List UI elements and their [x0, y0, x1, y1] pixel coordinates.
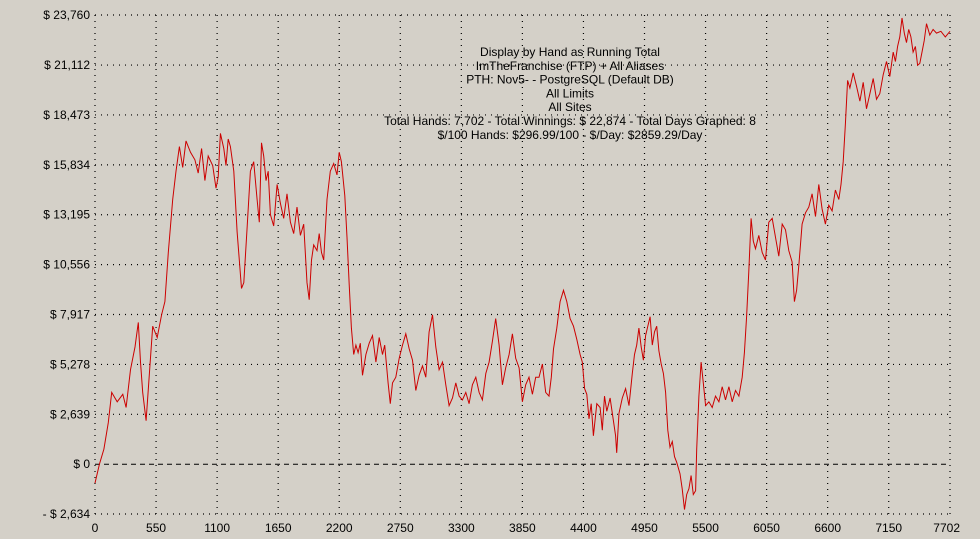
x-tick-label: 3850	[509, 521, 536, 535]
info-line: ImTheFranchise (FTP) + All Aliases	[476, 59, 664, 73]
x-tick-label: 1650	[265, 521, 292, 535]
y-tick-label: $ 5,278	[50, 357, 90, 371]
x-tick-label: 7702	[933, 521, 960, 535]
x-tick-label: 4400	[570, 521, 597, 535]
x-axis: 0 550 1100 1650 2200 2750 3300 3850 4400 4950 5500…	[92, 521, 961, 535]
y-tick-label: $ 0	[73, 457, 90, 471]
info-line: All Limits	[546, 86, 594, 100]
y-tick-label: $ 7,917	[50, 308, 90, 322]
y-axis: - $ 2,634 $ 0 $ 2,639 $ 5,278 $ 7,917 $ 10,55…	[43, 8, 91, 521]
x-tick-label: 550	[146, 521, 166, 535]
y-tick-label: $ 2,639	[50, 407, 90, 421]
x-tick-label: 3300	[448, 521, 475, 535]
info-line: Total Hands: 7,702 - Total Winnings: $ 2…	[384, 114, 756, 128]
y-tick-label: $ 23,760	[43, 8, 90, 22]
y-tick-label: $ 18,473	[43, 108, 90, 122]
y-tick-label: $ 10,556	[43, 258, 90, 272]
info-line: $/100 Hands: $296.99/100 - $/Day: $2859.…	[438, 128, 703, 142]
x-tick-label: 2200	[326, 521, 353, 535]
y-tick-label: $ 21,112	[44, 58, 90, 72]
x-tick-label: 4950	[631, 521, 658, 535]
info-line: PTH: Nov5- - PostgreSQL (Default DB)	[466, 73, 674, 87]
chart-info-box: Display by Hand as Running TotalImTheFra…	[384, 45, 756, 142]
x-tick-label: 6050	[753, 521, 780, 535]
info-line: All Sites	[548, 100, 591, 114]
y-tick-label: - $ 2,634	[43, 507, 91, 521]
y-tick-label: $ 13,195	[43, 208, 90, 222]
x-tick-label: 7150	[875, 521, 902, 535]
x-tick-label: 2750	[387, 521, 414, 535]
series-line-running-total	[94, 17, 951, 510]
x-tick-label: 1100	[204, 521, 230, 535]
y-tick-label: $ 15,834	[43, 158, 90, 172]
x-tick-label: 5500	[692, 521, 719, 535]
x-tick-label: 0	[92, 521, 99, 535]
info-line: Display by Hand as Running Total	[480, 45, 660, 59]
x-tick-label: 6600	[814, 521, 841, 535]
